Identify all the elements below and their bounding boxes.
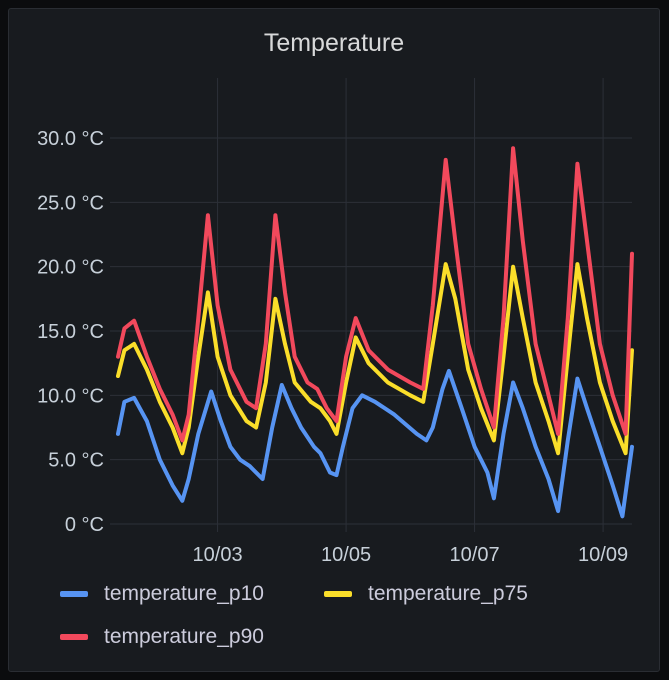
panel-title: Temperature [263,29,405,57]
x-tick-label: 10/09 [578,544,628,566]
y-tick-label: 0 °C [65,514,104,536]
series-line-temperature-p90 [116,146,634,443]
x-tick-label: 10/05 [321,544,371,566]
x-tick-label: 10/07 [450,544,500,566]
y-tick-label: 20.0 °C [37,257,104,279]
legend-label: temperature_p75 [368,582,528,605]
legend-swatch [324,591,352,597]
y-tick-label: 10.0 °C [37,385,104,407]
y-tick-label: 25.0 °C [37,192,104,214]
x-tick-label: 10/03 [193,544,243,566]
legend-swatch [60,634,88,640]
y-tick-label: 15.0 °C [37,321,104,343]
y-tick-label: 30.0 °C [37,128,104,150]
chart-panel: Temperature [8,8,660,672]
legend-item-temperature-p10[interactable]: temperature_p10 [60,582,264,606]
y-tick-label: 5.0 °C [48,450,104,472]
legend-label: temperature_p10 [104,582,264,605]
legend-swatch [60,591,88,597]
legend-label: temperature_p90 [104,625,264,648]
legend-item-temperature-p90[interactable]: temperature_p90 [60,625,264,649]
series-line-temperature-p10 [116,368,634,519]
series-line-temperature-p75 [116,262,634,456]
legend-item-temperature-p75[interactable]: temperature_p75 [324,582,528,606]
